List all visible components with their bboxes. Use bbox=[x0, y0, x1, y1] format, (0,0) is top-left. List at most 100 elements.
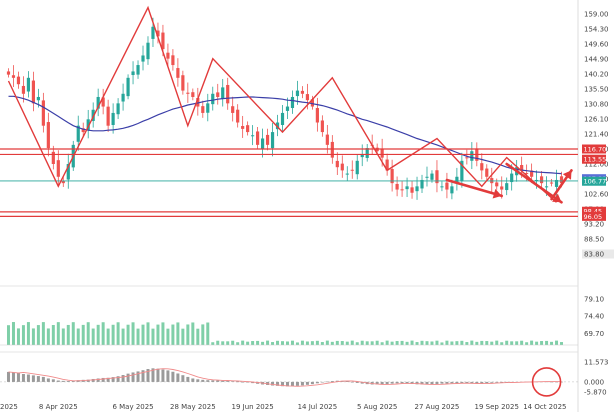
volume-bar bbox=[360, 340, 364, 345]
volume-bar bbox=[310, 341, 314, 345]
volume-bar bbox=[146, 322, 150, 345]
osc-tick-label: 11.573 bbox=[584, 359, 609, 367]
candle bbox=[191, 88, 195, 101]
volume-bar bbox=[390, 341, 394, 345]
candle-body bbox=[241, 126, 245, 129]
price-tick-label: 154.30 bbox=[584, 25, 609, 33]
osc-histogram-bar bbox=[470, 381, 474, 384]
candle-body bbox=[66, 164, 70, 180]
arrow-drawing[interactable] bbox=[445, 178, 504, 199]
candle-body bbox=[231, 106, 235, 113]
support-resistance-lines[interactable] bbox=[0, 148, 578, 217]
arrow-drawing[interactable] bbox=[550, 169, 573, 201]
candle bbox=[181, 70, 185, 95]
volume-bar bbox=[385, 340, 389, 345]
price-tick-label: 112.00 bbox=[584, 161, 609, 169]
osc-histogram-bar bbox=[221, 380, 225, 382]
volume-bar bbox=[295, 342, 299, 345]
volume-bar bbox=[315, 340, 319, 345]
osc-histogram-bar bbox=[485, 381, 489, 384]
osc-histogram-bar bbox=[116, 376, 120, 382]
volume-bar bbox=[26, 322, 30, 345]
candle-body bbox=[430, 173, 434, 180]
highlight-circle[interactable] bbox=[531, 367, 562, 397]
candle-body bbox=[505, 183, 509, 191]
price-tag: 113.55 bbox=[582, 154, 606, 164]
volume-bar bbox=[320, 342, 324, 345]
osc-histogram-bar bbox=[345, 381, 349, 382]
candle bbox=[111, 103, 115, 134]
candle-body bbox=[320, 120, 324, 133]
volume-bar bbox=[345, 341, 349, 345]
volume-bar bbox=[81, 324, 85, 345]
osc-histogram-bar bbox=[136, 371, 140, 382]
candle-body bbox=[21, 85, 26, 94]
candle-body bbox=[86, 119, 90, 130]
volume-bar bbox=[470, 340, 474, 345]
osc-signal-line bbox=[8, 368, 562, 387]
osc-histogram-bar bbox=[61, 380, 65, 382]
osc-histogram-bar bbox=[390, 381, 394, 384]
osc-histogram-bar bbox=[171, 371, 175, 382]
candle bbox=[410, 180, 414, 199]
candle-body bbox=[156, 30, 160, 37]
candle bbox=[116, 98, 120, 119]
candle-body bbox=[350, 169, 354, 171]
osc-histogram-bar bbox=[400, 381, 404, 384]
candle bbox=[345, 166, 349, 181]
candle-body bbox=[26, 77, 31, 92]
candle-body bbox=[440, 186, 444, 188]
osc-histogram-bar bbox=[21, 373, 25, 382]
arrow-head bbox=[492, 188, 502, 199]
candle-body bbox=[310, 99, 314, 107]
candle bbox=[201, 100, 205, 118]
candle bbox=[26, 71, 31, 98]
volume-bar bbox=[405, 341, 409, 345]
volume-bar bbox=[330, 341, 334, 345]
price-tag-box bbox=[582, 176, 606, 186]
osc-histogram-bar bbox=[26, 374, 30, 382]
price-tag-label: 98.45 bbox=[584, 208, 603, 216]
price-tick-label: 130.80 bbox=[584, 100, 609, 108]
volume-bar bbox=[51, 325, 55, 345]
price-tick-label: 93.20 bbox=[584, 221, 604, 229]
candle bbox=[505, 177, 509, 196]
volume-tick-label: 69.70 bbox=[584, 330, 604, 338]
candle-body bbox=[445, 182, 449, 190]
osc-histogram-bar bbox=[161, 369, 165, 382]
price-tag: 96.05 bbox=[582, 211, 606, 221]
candle-body bbox=[51, 151, 55, 165]
volume-bar bbox=[256, 340, 260, 345]
candle bbox=[166, 43, 170, 67]
osc-histogram-bar bbox=[176, 373, 180, 382]
osc-histogram-bar bbox=[420, 381, 424, 385]
osc-histogram-bar bbox=[11, 372, 15, 382]
candle bbox=[256, 127, 260, 149]
osc-histogram-bar bbox=[251, 381, 255, 384]
candle-body bbox=[256, 131, 260, 145]
osc-histogram-bar bbox=[290, 381, 294, 387]
volume-bar bbox=[211, 342, 215, 345]
arrow-drawings[interactable] bbox=[445, 162, 573, 204]
candle bbox=[196, 87, 200, 116]
volume-bar bbox=[131, 322, 135, 345]
osc-histogram-bar bbox=[460, 381, 464, 384]
candle-body bbox=[330, 141, 334, 158]
zigzag-drawing[interactable] bbox=[7, 5, 557, 203]
volume-tick-label: 74.40 bbox=[584, 313, 604, 321]
osc-histogram-bar bbox=[410, 381, 414, 384]
date-tick-label: 5 Aug 2025 bbox=[357, 403, 397, 411]
candlestick-series bbox=[6, 17, 564, 200]
osc-histogram-bar bbox=[31, 375, 35, 382]
candle-body bbox=[56, 160, 60, 177]
candle-body bbox=[460, 160, 464, 181]
candle-body bbox=[121, 93, 125, 102]
zigzag-line[interactable] bbox=[7, 5, 557, 203]
candle-body bbox=[196, 97, 200, 107]
candle bbox=[355, 155, 359, 180]
candle bbox=[549, 178, 554, 187]
price-tag: 83.80 bbox=[582, 249, 614, 259]
candle bbox=[126, 74, 130, 100]
candle bbox=[146, 36, 150, 65]
